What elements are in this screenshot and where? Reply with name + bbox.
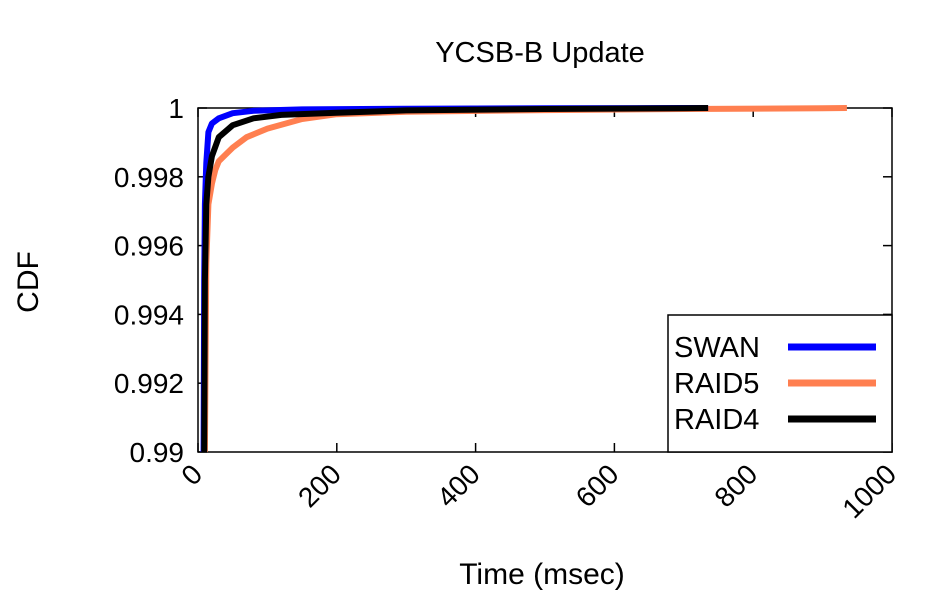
- legend-label-swan: SWAN: [674, 332, 760, 364]
- y-tick-label: 1: [168, 93, 184, 124]
- y-tick-label: 0.994: [114, 299, 184, 330]
- y-axis-label: CDF: [12, 251, 45, 313]
- series-line-swan: [200, 105, 709, 453]
- x-axis-label: Time (msec): [459, 558, 625, 591]
- plot-area: 0.99 0.992 0.994 0.996 0.998 1 0 200 400 600 800 10…: [114, 93, 902, 524]
- legend-label-raid4: RAID4: [674, 404, 759, 436]
- y-tick-label: 0.998: [114, 162, 184, 193]
- y-tick-label: 0.996: [114, 231, 184, 262]
- x-tick-label: 1000: [836, 458, 902, 524]
- legend-label-raid5: RAID5: [674, 368, 759, 400]
- chart-title: YCSB-B Update: [435, 37, 645, 69]
- y-tick-label: 0.99: [130, 437, 185, 468]
- y-tick-label: 0.992: [114, 368, 184, 399]
- x-tick-label: 800: [708, 458, 763, 513]
- series-line-raid4: [201, 105, 709, 453]
- x-tick-label: 200: [292, 458, 347, 513]
- x-tick-label: 600: [570, 458, 625, 513]
- x-tick-label: 400: [431, 458, 486, 513]
- x-tick-label: 0: [175, 458, 208, 491]
